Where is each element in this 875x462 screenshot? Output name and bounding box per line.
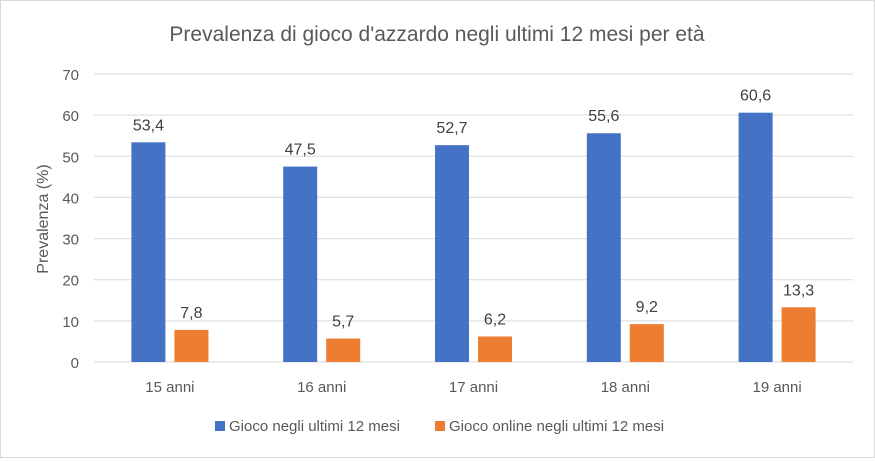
legend: Gioco negli ultimi 12 mesi Gioco online n… xyxy=(215,418,664,435)
x-tick-label: 17 anni xyxy=(449,379,498,396)
bar xyxy=(435,145,469,362)
data-label: 60,6 xyxy=(740,88,771,105)
y-axis-label: Prevalenza (%) xyxy=(35,164,52,273)
legend-label: Gioco online negli ultimi 12 mesi xyxy=(449,418,664,435)
data-label: 47,5 xyxy=(285,142,316,159)
bar xyxy=(586,133,621,362)
bar xyxy=(478,336,512,362)
legend-label: Gioco negli ultimi 12 mesi xyxy=(229,418,400,435)
y-tick-label: 10 xyxy=(62,314,79,331)
y-tick-label: 20 xyxy=(62,273,79,290)
bar xyxy=(738,112,773,362)
legend-swatch xyxy=(435,421,445,431)
bars xyxy=(131,112,816,362)
chart-title: Prevalenza di gioco d'azzardo negli ulti… xyxy=(169,23,704,46)
x-tick-label: 19 anni xyxy=(752,379,801,396)
y-tick-label: 50 xyxy=(62,149,79,166)
data-label: 52,7 xyxy=(436,120,467,137)
bar xyxy=(131,142,166,362)
x-axis-ticks: 15 anni 16 anni 17 anni 18 anni 19 anni xyxy=(145,379,801,396)
legend-swatch xyxy=(215,421,225,431)
bar xyxy=(629,324,664,362)
data-label: 5,7 xyxy=(332,314,354,331)
bar xyxy=(283,166,318,362)
bar xyxy=(781,307,816,362)
y-axis-ticks: 0 10 20 30 40 50 60 70 xyxy=(62,67,79,372)
gridlines xyxy=(94,73,853,363)
x-tick-label: 18 anni xyxy=(601,379,650,396)
data-label: 53,4 xyxy=(133,117,164,134)
data-label: 55,6 xyxy=(588,108,619,125)
y-tick-label: 30 xyxy=(62,232,79,249)
data-labels: 53,4 7,8 47,5 5,7 52,7 6,2 55,6 9,2 60,6 13,3 xyxy=(133,88,814,331)
y-tick-label: 60 xyxy=(62,108,79,125)
x-tick-label: 16 anni xyxy=(297,379,346,396)
y-tick-label: 70 xyxy=(62,67,79,84)
data-label: 6,2 xyxy=(484,311,506,328)
bar xyxy=(174,329,209,362)
y-tick-label: 0 xyxy=(71,355,79,372)
data-label: 9,2 xyxy=(636,299,658,316)
data-label: 13,3 xyxy=(783,282,814,299)
x-tick-label: 15 anni xyxy=(145,379,194,396)
data-label: 7,8 xyxy=(180,305,202,322)
bar xyxy=(326,338,361,362)
y-tick-label: 40 xyxy=(62,190,79,207)
